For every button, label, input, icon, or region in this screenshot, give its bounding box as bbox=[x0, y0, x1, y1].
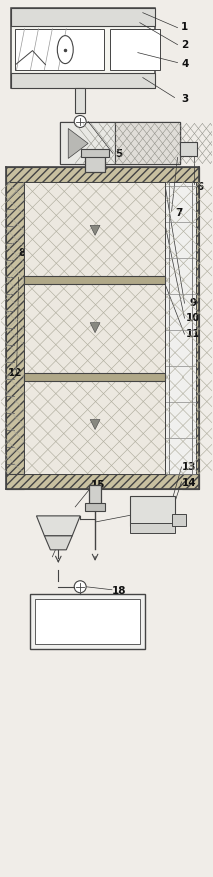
Circle shape bbox=[74, 581, 86, 593]
Text: 8: 8 bbox=[18, 248, 26, 258]
Bar bbox=[6, 168, 199, 183]
Bar bbox=[24, 378, 165, 474]
Bar bbox=[110, 30, 160, 70]
Polygon shape bbox=[36, 517, 80, 536]
Bar bbox=[15, 30, 104, 70]
Text: 7: 7 bbox=[175, 208, 182, 217]
Bar bbox=[172, 514, 186, 526]
Bar bbox=[24, 281, 165, 378]
Bar bbox=[24, 183, 165, 474]
Text: 16: 16 bbox=[61, 523, 76, 533]
Circle shape bbox=[74, 117, 86, 128]
Bar bbox=[6, 168, 24, 489]
Text: 1: 1 bbox=[181, 22, 189, 32]
Text: 9: 9 bbox=[190, 298, 197, 308]
Bar bbox=[24, 183, 165, 281]
Text: 11: 11 bbox=[186, 328, 200, 339]
Bar bbox=[165, 183, 196, 474]
Text: 14: 14 bbox=[182, 477, 196, 488]
Bar bbox=[24, 281, 165, 378]
Bar bbox=[36, 599, 140, 644]
Bar bbox=[180, 143, 197, 157]
Ellipse shape bbox=[57, 37, 73, 65]
Polygon shape bbox=[44, 536, 72, 550]
Text: 17: 17 bbox=[148, 508, 163, 518]
Text: 10: 10 bbox=[186, 313, 200, 323]
Bar bbox=[130, 496, 174, 526]
Text: 4: 4 bbox=[181, 59, 189, 68]
Polygon shape bbox=[90, 420, 100, 430]
Text: 12: 12 bbox=[8, 367, 23, 378]
Bar bbox=[11, 9, 155, 89]
Bar bbox=[6, 474, 199, 489]
Text: 18: 18 bbox=[112, 585, 127, 595]
Bar bbox=[130, 524, 174, 533]
Polygon shape bbox=[90, 324, 100, 333]
Text: 19: 19 bbox=[87, 615, 101, 624]
Bar bbox=[24, 183, 165, 281]
Polygon shape bbox=[68, 129, 88, 160]
Bar bbox=[11, 9, 155, 26]
Polygon shape bbox=[90, 226, 100, 236]
Text: 15: 15 bbox=[91, 480, 105, 490]
Bar bbox=[24, 378, 165, 474]
Bar bbox=[181, 168, 199, 489]
Bar bbox=[30, 594, 145, 649]
Bar bbox=[24, 374, 165, 381]
Text: 13: 13 bbox=[182, 461, 196, 472]
Bar bbox=[60, 124, 180, 165]
Bar bbox=[85, 503, 105, 511]
Bar bbox=[75, 89, 85, 113]
Bar bbox=[115, 124, 180, 165]
Text: 5: 5 bbox=[116, 149, 123, 159]
Bar bbox=[81, 150, 109, 158]
Bar bbox=[85, 155, 105, 174]
Text: 6: 6 bbox=[196, 182, 203, 191]
Text: 3: 3 bbox=[181, 94, 189, 103]
Bar bbox=[24, 277, 165, 285]
Bar bbox=[11, 74, 155, 89]
Bar bbox=[60, 124, 115, 165]
Bar bbox=[89, 485, 101, 507]
Text: 2: 2 bbox=[181, 39, 189, 49]
